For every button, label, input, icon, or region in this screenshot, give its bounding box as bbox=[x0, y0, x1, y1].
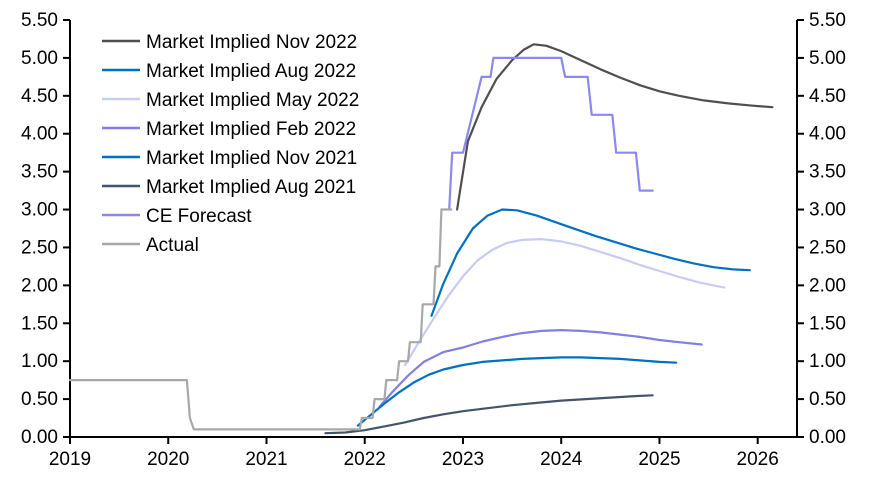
x-axis-label: 2021 bbox=[245, 449, 287, 470]
y-axis-label-left: 4.00 bbox=[21, 124, 58, 145]
legend-label-market-implied-nov-2021: Market Implied Nov 2021 bbox=[146, 148, 357, 169]
y-axis-label-right: 3.50 bbox=[809, 162, 846, 183]
series-line-market-implied-nov-2022 bbox=[456, 43, 774, 211]
y-axis-label-right: 2.00 bbox=[809, 275, 846, 296]
series-line-market-implied-aug-2022 bbox=[430, 208, 751, 317]
y-axis-label-right: 4.50 bbox=[809, 86, 846, 107]
series-line-ce-forecast bbox=[448, 56, 654, 211]
y-axis-label-left: 1.00 bbox=[21, 351, 58, 372]
y-axis-label-left: 4.50 bbox=[21, 86, 58, 107]
x-axis-label: 2022 bbox=[344, 449, 386, 470]
legend-label-market-implied-nov-2022: Market Implied Nov 2022 bbox=[146, 32, 357, 53]
y-axis-label-right: 5.50 bbox=[809, 10, 846, 31]
x-axis-label: 2019 bbox=[49, 449, 91, 470]
legend-label-market-implied-feb-2022: Market Implied Feb 2022 bbox=[146, 119, 356, 140]
legend-label-market-implied-aug-2022: Market Implied Aug 2022 bbox=[146, 61, 356, 82]
y-axis-label-left: 2.50 bbox=[21, 237, 58, 258]
y-axis-label-right: 0.00 bbox=[809, 427, 846, 448]
series-line-market-implied-aug-2021 bbox=[324, 394, 654, 435]
series-line-market-implied-nov-2021 bbox=[356, 356, 678, 427]
y-axis-label-left: 3.00 bbox=[21, 200, 58, 221]
y-axis-label-right: 1.00 bbox=[809, 351, 846, 372]
y-axis-label-left: 0.00 bbox=[21, 427, 58, 448]
x-axis-label: 2025 bbox=[638, 449, 680, 470]
y-axis-label-left: 1.50 bbox=[21, 313, 58, 334]
series-line-actual bbox=[68, 208, 453, 431]
y-axis-label-left: 5.50 bbox=[21, 10, 58, 31]
y-axis-label-right: 0.50 bbox=[809, 389, 846, 410]
y-axis-label-left: 5.00 bbox=[21, 48, 58, 69]
x-axis-label: 2026 bbox=[737, 449, 779, 470]
x-axis-label: 2020 bbox=[147, 449, 189, 470]
axis-frame bbox=[69, 20, 798, 438]
legend-label-market-implied-may-2022: Market Implied May 2022 bbox=[146, 90, 359, 111]
series-line-market-implied-may-2022 bbox=[403, 238, 726, 367]
y-axis-label-left: 3.50 bbox=[21, 162, 58, 183]
x-axis-label: 2024 bbox=[540, 449, 583, 470]
x-axis-label: 2023 bbox=[442, 449, 484, 470]
legend-label-market-implied-aug-2021: Market Implied Aug 2021 bbox=[146, 177, 356, 198]
y-axis-label-left: 2.00 bbox=[21, 275, 58, 296]
y-axis-label-right: 2.50 bbox=[809, 237, 846, 258]
y-axis-label-right: 3.00 bbox=[809, 200, 846, 221]
y-axis-label-right: 5.00 bbox=[809, 48, 846, 69]
legend-label-actual: Actual bbox=[146, 235, 199, 256]
y-axis-label-right: 1.50 bbox=[809, 313, 846, 334]
legend-label-ce-forecast: CE Forecast bbox=[146, 206, 252, 227]
y-axis-label-left: 0.50 bbox=[21, 389, 58, 410]
series-line-market-implied-feb-2022 bbox=[378, 329, 703, 408]
y-axis-label-right: 4.00 bbox=[809, 124, 846, 145]
